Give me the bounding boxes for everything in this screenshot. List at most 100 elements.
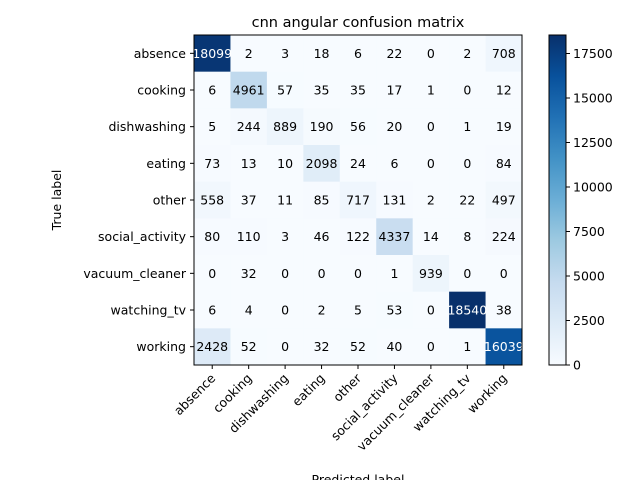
matrix-cell bbox=[194, 328, 231, 366]
cell-value: 2 bbox=[463, 46, 471, 61]
matrix-cell bbox=[412, 255, 450, 293]
matrix-cell bbox=[449, 218, 487, 256]
y-tick-label: other bbox=[153, 193, 187, 208]
cell-value: 38 bbox=[496, 303, 512, 318]
cell-value: 12 bbox=[496, 83, 512, 98]
y-tick-label: social_activity bbox=[98, 229, 187, 244]
y-tick-label: dishwashing bbox=[109, 119, 187, 134]
matrix-cell bbox=[266, 328, 304, 366]
matrix-cell bbox=[266, 108, 304, 146]
matrix-cell bbox=[230, 145, 268, 183]
matrix-cell bbox=[230, 181, 268, 219]
matrix-cell bbox=[485, 218, 523, 256]
cell-value: 2 bbox=[318, 303, 326, 318]
matrix-cell bbox=[230, 218, 268, 256]
cell-value: 3 bbox=[281, 46, 289, 61]
cell-value: 0 bbox=[318, 266, 326, 281]
matrix-cell bbox=[449, 71, 487, 109]
matrix-cell bbox=[194, 145, 231, 183]
cell-value: 558 bbox=[200, 193, 224, 208]
matrix-cell bbox=[230, 291, 268, 329]
cell-value: 5 bbox=[208, 119, 216, 134]
matrix-cell bbox=[449, 255, 487, 293]
cell-value: 122 bbox=[346, 229, 370, 244]
cell-value: 1 bbox=[463, 339, 471, 354]
cell-value: 0 bbox=[427, 46, 435, 61]
cell-value: 0 bbox=[463, 266, 471, 281]
matrix-cell bbox=[339, 35, 377, 73]
matrix-cell bbox=[339, 181, 377, 219]
matrix-cell bbox=[230, 255, 268, 293]
cell-value: 131 bbox=[383, 193, 407, 208]
matrix-cell bbox=[412, 145, 450, 183]
cell-value: 889 bbox=[273, 119, 297, 134]
cell-value: 0 bbox=[281, 266, 289, 281]
matrix-cell bbox=[339, 108, 377, 146]
cell-value: 0 bbox=[463, 156, 471, 171]
matrix-cell bbox=[230, 71, 268, 109]
x-tick-label: absence bbox=[171, 370, 219, 418]
y-tick-label: absence bbox=[134, 46, 187, 61]
matrix-cell bbox=[266, 291, 304, 329]
matrix-cell bbox=[266, 71, 304, 109]
matrix-cell bbox=[266, 181, 304, 219]
cell-value: 0 bbox=[354, 266, 362, 281]
matrix-cell bbox=[449, 291, 487, 329]
cell-value: 53 bbox=[386, 303, 402, 318]
matrix-cell bbox=[230, 108, 268, 146]
y-tick-label: eating bbox=[146, 156, 186, 171]
matrix-cell bbox=[303, 218, 341, 256]
matrix-cell bbox=[412, 71, 450, 109]
matrix-cell bbox=[266, 35, 304, 73]
cell-value: 73 bbox=[204, 156, 220, 171]
matrix-cell bbox=[339, 255, 377, 293]
matrix-cell bbox=[376, 145, 414, 183]
matrix-cell bbox=[449, 328, 487, 366]
cell-value: 0 bbox=[463, 83, 471, 98]
cell-value: 24 bbox=[350, 156, 366, 171]
matrix-frame bbox=[193, 34, 523, 366]
matrix-cell bbox=[412, 218, 450, 256]
matrix-cell bbox=[485, 181, 523, 219]
y-tick-label: vacuum_cleaner bbox=[83, 266, 187, 281]
cell-value: 19 bbox=[496, 119, 512, 134]
cell-value: 14 bbox=[423, 229, 439, 244]
matrix-cell bbox=[485, 255, 523, 293]
cell-value: 22 bbox=[459, 193, 475, 208]
matrix-cell bbox=[376, 218, 414, 256]
cell-value: 32 bbox=[314, 339, 330, 354]
matrix-cell bbox=[485, 291, 523, 329]
cell-value: 56 bbox=[350, 119, 366, 134]
cell-value: 4961 bbox=[233, 83, 265, 98]
matrix-cell bbox=[303, 35, 341, 73]
cell-value: 40 bbox=[386, 339, 402, 354]
matrix-cell bbox=[339, 291, 377, 329]
matrix-cell bbox=[339, 145, 377, 183]
colorbar-ticks: 0 2500 5000 7500 10000 12500 15000 17500 bbox=[566, 46, 613, 373]
matrix-cell bbox=[412, 108, 450, 146]
cell-value: 80 bbox=[204, 229, 220, 244]
colorbar-tick-label: 7500 bbox=[573, 224, 605, 239]
cell-value: 224 bbox=[492, 229, 516, 244]
matrix-cell bbox=[339, 218, 377, 256]
cell-value: 10 bbox=[277, 156, 293, 171]
cell-value: 57 bbox=[277, 83, 293, 98]
y-tick-label: cooking bbox=[137, 83, 186, 98]
matrix-cell bbox=[303, 255, 341, 293]
colorbar-tick-label: 15000 bbox=[573, 91, 613, 106]
matrix-cell bbox=[376, 108, 414, 146]
x-axis-label: Predicted label bbox=[312, 472, 405, 480]
matrix-cell bbox=[376, 35, 414, 73]
cell-value: 84 bbox=[496, 156, 512, 171]
matrix-cell bbox=[339, 71, 377, 109]
matrix-cell bbox=[339, 328, 377, 366]
matrix-cell bbox=[376, 255, 414, 293]
cell-value: 0 bbox=[281, 303, 289, 318]
matrix-cell bbox=[230, 35, 268, 73]
matrix-cell bbox=[303, 291, 341, 329]
cell-value: 2 bbox=[245, 46, 253, 61]
cell-value: 2098 bbox=[306, 156, 338, 171]
y-axis-ticks: absence cooking dishwashing eating other soci… bbox=[83, 46, 194, 354]
cell-value: 717 bbox=[346, 193, 370, 208]
